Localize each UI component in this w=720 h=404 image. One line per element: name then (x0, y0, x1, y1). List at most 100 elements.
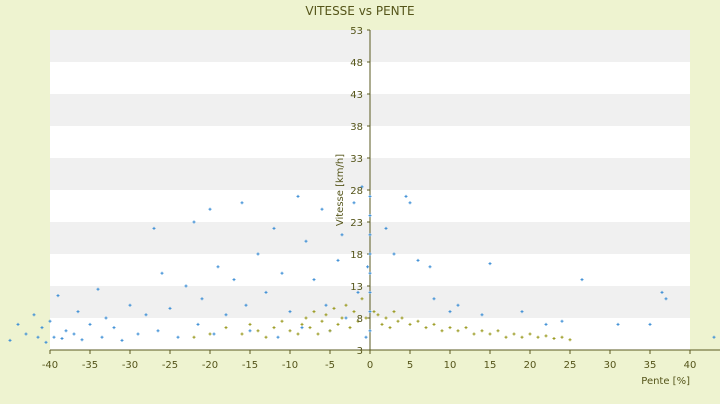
data-point (616, 322, 620, 326)
data-point (48, 319, 52, 323)
data-point (372, 310, 376, 314)
data-point (44, 340, 48, 344)
data-point (416, 319, 420, 323)
data-point (344, 316, 348, 320)
x-tick-label: 30 (604, 360, 617, 371)
data-point (244, 303, 248, 307)
data-point (356, 319, 360, 323)
x-tick-label: -25 (162, 360, 178, 371)
data-point (340, 233, 344, 237)
data-point (344, 303, 348, 307)
data-point (168, 306, 172, 310)
data-point (76, 310, 80, 314)
data-point (324, 303, 328, 307)
x-tick-label: -30 (122, 360, 138, 371)
y-tick-label: 18 (350, 250, 363, 261)
data-point (472, 332, 476, 336)
data-point (240, 201, 244, 205)
y-tick-label: 38 (350, 122, 363, 133)
data-point (520, 335, 524, 339)
data-point (312, 310, 316, 314)
data-point (348, 326, 352, 330)
data-point (324, 313, 328, 317)
data-point (456, 329, 460, 333)
data-point (52, 335, 56, 339)
x-tick-label: -5 (325, 360, 335, 371)
data-point (580, 278, 584, 282)
data-point (224, 326, 228, 330)
data-point (56, 294, 60, 298)
data-point (72, 332, 76, 336)
data-point (320, 207, 324, 211)
data-point (364, 316, 368, 320)
data-point (256, 252, 260, 256)
data-point (368, 271, 372, 275)
data-point (32, 313, 36, 317)
data-point (424, 326, 428, 330)
data-point (408, 201, 412, 205)
axes (49, 29, 720, 354)
data-point (408, 322, 412, 326)
tick-labels: -40 -35 -30 -25 -20 -15 -10 -5 0 5 10 15 20 25 30 35 40 3… (42, 26, 697, 371)
data-point (248, 322, 252, 326)
data-point (356, 290, 360, 294)
data-point (112, 326, 116, 330)
data-point (504, 335, 508, 339)
data-point (512, 332, 516, 336)
data-point (184, 284, 188, 288)
y-tick-label: 3 (357, 346, 363, 357)
data-point (440, 329, 444, 333)
data-point (552, 336, 556, 340)
data-point (308, 326, 312, 330)
data-point (480, 313, 484, 317)
data-point (104, 316, 108, 320)
data-point (176, 335, 180, 339)
data-point (712, 335, 716, 339)
data-point (136, 332, 140, 336)
data-point (544, 334, 548, 338)
data-point (80, 338, 84, 342)
data-point (128, 303, 132, 307)
data-point (60, 336, 64, 340)
x-tick-label: 15 (484, 360, 497, 371)
data-point (380, 322, 384, 326)
y-tick-label: 28 (350, 186, 363, 197)
data-point (280, 271, 284, 275)
data-point (432, 322, 436, 326)
data-points (8, 185, 716, 344)
data-point (428, 265, 432, 269)
data-point (304, 316, 308, 320)
data-point (528, 332, 532, 336)
data-point (300, 326, 304, 330)
y-tick-label: 23 (350, 218, 363, 229)
data-point (336, 258, 340, 262)
data-point (568, 338, 572, 342)
data-point (448, 310, 452, 314)
data-point (316, 332, 320, 336)
data-point (212, 332, 216, 336)
y-tick-label: 48 (350, 58, 363, 69)
chart-title: VITESSE vs PENTE (305, 4, 414, 18)
data-point (456, 303, 460, 307)
data-point (384, 316, 388, 320)
data-point (296, 332, 300, 336)
x-axis-label: Pente [%] (641, 376, 690, 387)
data-point (360, 185, 364, 189)
data-point (432, 297, 436, 301)
data-point (480, 329, 484, 333)
data-point (304, 239, 308, 243)
data-point (340, 316, 344, 320)
data-point (280, 319, 284, 323)
data-point (664, 297, 668, 301)
data-point (64, 329, 68, 333)
data-point (360, 297, 364, 301)
data-point (560, 335, 564, 339)
y-axis-label: Vitesse [km/h] (335, 154, 346, 226)
data-point (272, 226, 276, 230)
data-point (224, 313, 228, 317)
data-point (520, 310, 524, 314)
data-point (368, 233, 372, 237)
data-point (404, 194, 408, 198)
data-point (464, 326, 468, 330)
